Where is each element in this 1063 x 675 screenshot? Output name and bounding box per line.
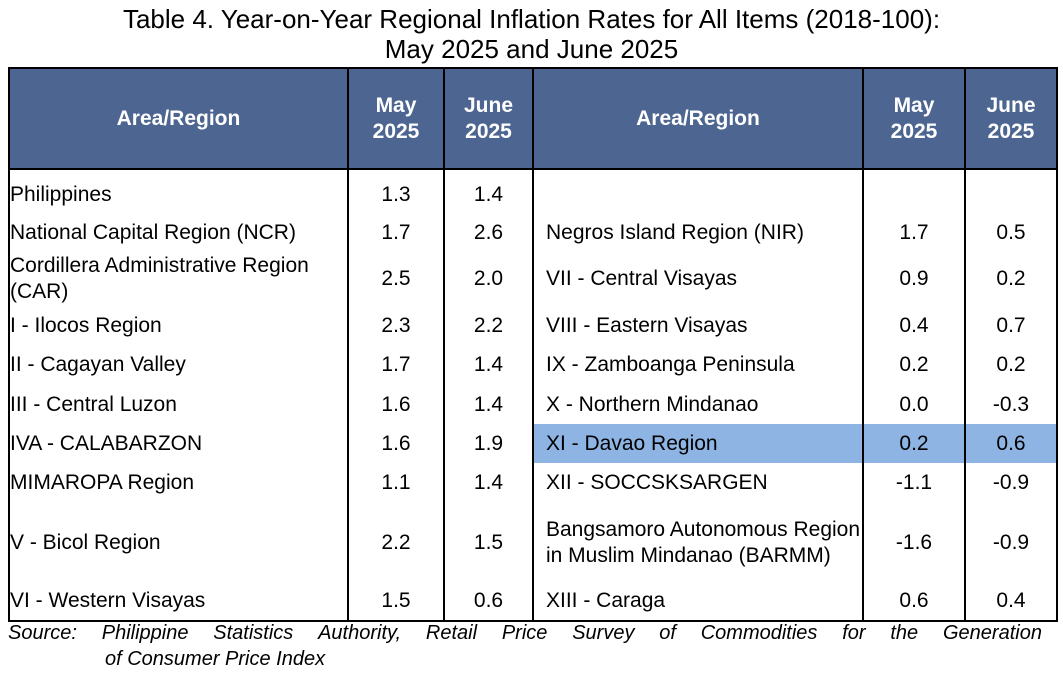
may-value-right [862, 169, 965, 213]
region-name-right-highlighted: XI - Davao Region [532, 424, 863, 463]
june-value-left: 1.4 [443, 463, 533, 503]
source-note: Source: Philippine Statistics Authority,… [8, 620, 1042, 672]
table-row: III - Central Luzon 1.6 1.4 X - Northern… [8, 385, 1058, 424]
june-value-left: 2.2 [443, 306, 533, 345]
may-value-left: 1.6 [347, 424, 444, 463]
header-june-right: June 2025 [964, 67, 1058, 170]
source-word: the [890, 622, 919, 644]
may-value-left: 1.6 [347, 385, 444, 424]
june-value-right: 0.5 [964, 213, 1058, 252]
table-row: VI - Western Visayas 1.5 0.6 XIII - Cara… [8, 582, 1058, 622]
region-name-right: IX - Zamboanga Peninsula [532, 345, 863, 385]
region-name-right: X - Northern Mindanao [532, 385, 863, 424]
source-word: Authority, [318, 622, 402, 644]
june-value-right: 0.2 [964, 345, 1058, 385]
header-area-region-right: Area/Region [532, 67, 864, 170]
june-value-right [964, 169, 1058, 213]
june-value-right: -0.9 [964, 503, 1058, 582]
june-value-left: 2.6 [443, 213, 533, 252]
source-word: Philippine [101, 622, 189, 644]
may-value-left: 1.5 [347, 582, 444, 622]
may-value-right: -1.1 [862, 463, 965, 503]
june-value-left: 1.5 [443, 503, 533, 582]
source-word: Source: [8, 622, 77, 644]
may-value-left: 1.1 [347, 463, 444, 503]
table-title-line2: May 2025 and June 2025 [384, 34, 679, 64]
source-word: Generation [942, 622, 1042, 644]
june-value-left: 2.0 [443, 252, 533, 306]
table-row: MIMAROPA Region 1.1 1.4 XII - SOCCSKSARG… [8, 463, 1058, 503]
table-row: IVA - CALABARZON 1.6 1.9 XI - Davao Regi… [8, 424, 1058, 463]
region-name-right: VII - Central Visayas [532, 252, 863, 306]
june-value-right: -0.9 [964, 463, 1058, 503]
region-name-left: Philippines [8, 169, 348, 213]
header-may-right: May 2025 [862, 67, 966, 170]
june-value-left: 1.4 [443, 345, 533, 385]
source-line2: of Consumer Price Index [105, 648, 326, 670]
june-value-right: 0.2 [964, 252, 1058, 306]
june-value-left: 0.6 [443, 582, 533, 622]
table-row: Philippines 1.3 1.4 [8, 169, 1058, 213]
header-june-left: June 2025 [443, 67, 534, 170]
source-word: Statistics [213, 622, 294, 644]
region-name-left: Cordillera Administrative Region (CAR) [8, 252, 348, 306]
source-word: Retail [425, 622, 478, 644]
region-name-right [532, 169, 863, 213]
may-value-left: 2.5 [347, 252, 444, 306]
region-name-left: MIMAROPA Region [8, 463, 348, 503]
may-value-left: 2.2 [347, 503, 444, 582]
june-value-left: 1.4 [443, 169, 533, 213]
region-name-left: II - Cagayan Valley [8, 345, 348, 385]
may-value-right: 1.7 [862, 213, 965, 252]
table-row: V - Bicol Region 2.2 1.5 Bangsamoro Auto… [8, 503, 1058, 582]
june-value-right-highlighted: 0.6 [964, 424, 1058, 463]
may-value-right: 0.0 [862, 385, 965, 424]
region-name-right: XIII - Caraga [532, 582, 863, 622]
source-word: Price [501, 622, 548, 644]
region-name-left: IVA - CALABARZON [8, 424, 348, 463]
source-word: for [842, 622, 866, 644]
june-value-right: 0.4 [964, 582, 1058, 622]
may-value-right: 0.4 [862, 306, 965, 345]
may-value-left: 1.7 [347, 345, 444, 385]
region-name-left: I - Ilocos Region [8, 306, 348, 345]
region-name-left: VI - Western Visayas [8, 582, 348, 622]
may-value-right: 0.9 [862, 252, 965, 306]
june-value-left: 1.9 [443, 424, 533, 463]
june-value-left: 1.4 [443, 385, 533, 424]
region-name-right: VIII - Eastern Visayas [532, 306, 863, 345]
source-word: Commodities [700, 622, 818, 644]
source-word: of [659, 622, 676, 644]
table-title: Table 4. Year-on-Year Regional Inflation… [0, 4, 1063, 64]
table-row: II - Cagayan Valley 1.7 1.4 IX - Zamboan… [8, 345, 1058, 385]
june-value-right: 0.7 [964, 306, 1058, 345]
region-name-left: National Capital Region (NCR) [8, 213, 348, 252]
region-name-right: XII - SOCCSKSARGEN [532, 463, 863, 503]
june-value-right: -0.3 [964, 385, 1058, 424]
table-row: National Capital Region (NCR) 1.7 2.6 Ne… [8, 213, 1058, 252]
may-value-left: 1.3 [347, 169, 444, 213]
may-value-right: 0.6 [862, 582, 965, 622]
region-name-left: V - Bicol Region [8, 503, 348, 582]
may-value-right: -1.6 [862, 503, 965, 582]
source-line1: Source: Philippine Statistics Authority,… [8, 620, 1042, 646]
region-name-right: Negros Island Region (NIR) [532, 213, 863, 252]
header-may-left: May 2025 [347, 67, 445, 170]
region-name-left: III - Central Luzon [8, 385, 348, 424]
source-word: Survey [572, 622, 635, 644]
may-value-right: 0.2 [862, 345, 965, 385]
may-value-left: 1.7 [347, 213, 444, 252]
table-header-row: Area/Region May 2025 June 2025 Area/Region… [8, 67, 1058, 170]
inflation-table: Area/Region May 2025 June 2025 Area/Region… [8, 67, 1058, 622]
table-title-line1: Table 4. Year-on-Year Regional Inflation… [122, 4, 941, 34]
table-row: Cordillera Administrative Region (CAR) 2… [8, 252, 1058, 306]
may-value-left: 2.3 [347, 306, 444, 345]
header-area-region-left: Area/Region [8, 67, 349, 170]
region-name-right: Bangsamoro Autonomous Region in Muslim M… [532, 503, 863, 582]
may-value-right-highlighted: 0.2 [862, 424, 965, 463]
table-row: I - Ilocos Region 2.3 2.2 VIII - Eastern… [8, 306, 1058, 345]
